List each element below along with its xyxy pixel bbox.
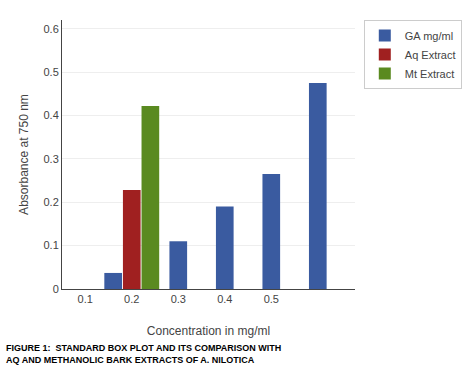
svg-text:Mt Extract: Mt Extract [405,68,455,80]
svg-text:0.5: 0.5 [44,66,59,78]
svg-text:0: 0 [53,283,59,295]
svg-text:0.1: 0.1 [44,239,59,251]
svg-text:Absorbance at 750 nm: Absorbance at 750 nm [17,94,31,215]
svg-text:FIGURE 1: STANDARD BOX PLOT A: FIGURE 1: STANDARD BOX PLOT AND ITS COMP… [6,343,281,365]
svg-text:0.5: 0.5 [264,293,279,305]
svg-text:Concentration in mg/ml: Concentration in mg/ml [147,324,270,338]
svg-text:Aq Extract: Aq Extract [405,49,456,61]
svg-text:0.3: 0.3 [44,153,59,165]
svg-text:0.4: 0.4 [44,109,59,121]
svg-text:0.2: 0.2 [44,196,59,208]
svg-text:0.4: 0.4 [217,293,232,305]
svg-text:0.3: 0.3 [171,293,186,305]
svg-text:GA mg/ml: GA mg/ml [405,30,453,42]
svg-text:0.6: 0.6 [44,23,59,35]
svg-text:0.1: 0.1 [78,293,93,305]
svg-text:0.2: 0.2 [124,293,139,305]
